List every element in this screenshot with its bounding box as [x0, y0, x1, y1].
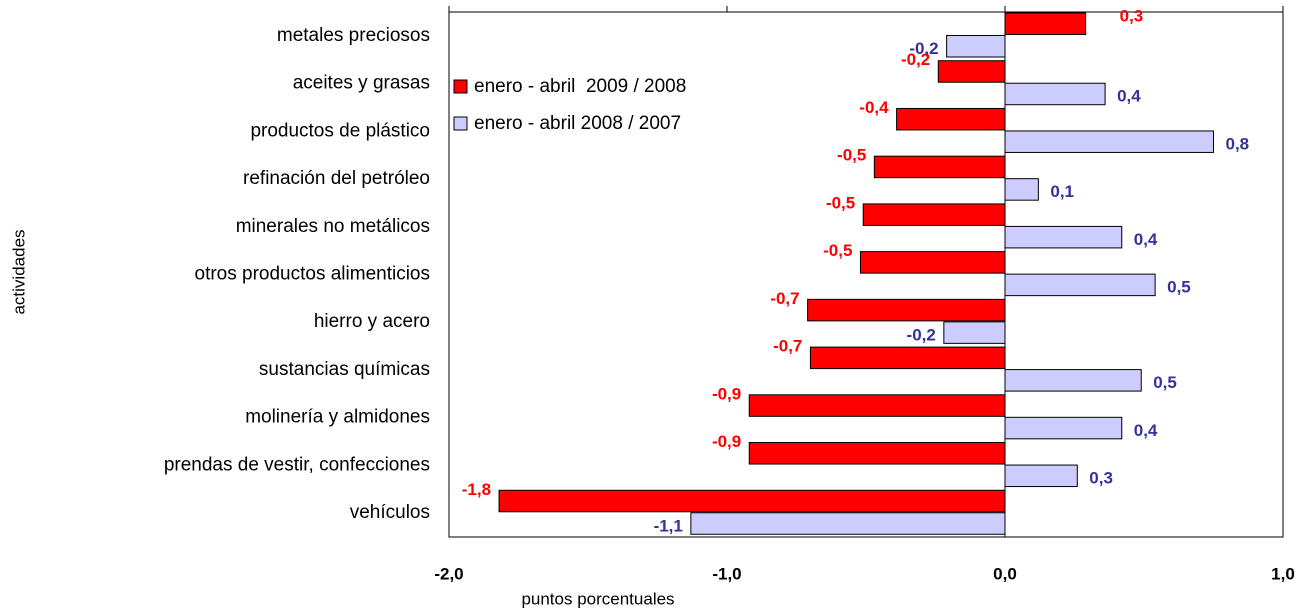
bar: [873, 155, 1006, 179]
value-label: -0,9: [712, 432, 741, 451]
value-label: -1,1: [654, 516, 683, 535]
category-label: hierro y acero: [314, 311, 430, 332]
bar: [1004, 82, 1106, 106]
bar: [748, 394, 1006, 417]
bar: [1004, 178, 1039, 201]
bar: [807, 298, 1006, 322]
value-label: -0,2: [907, 325, 936, 344]
category-label: vehículos: [350, 502, 430, 523]
x-tick-label: -2,0: [434, 564, 463, 583]
bar: [1004, 225, 1123, 249]
bar: [862, 203, 1006, 226]
bar: [1004, 464, 1078, 488]
category-label: aceites y grasas: [293, 73, 430, 94]
value-label: 0,4: [1134, 421, 1158, 440]
value-label: -0,9: [712, 384, 741, 403]
x-axis-label: puntos porcentuales: [521, 589, 674, 608]
value-label: -1,8: [462, 480, 491, 499]
category-label: sustancias químicas: [259, 359, 430, 380]
value-label: 0,3: [1120, 6, 1144, 25]
bar: [946, 35, 1006, 58]
value-label: 0,1: [1050, 182, 1074, 201]
value-label: 0,4: [1117, 87, 1141, 106]
x-tick-label: 0,0: [993, 564, 1017, 583]
value-label: -0,5: [826, 193, 855, 212]
value-label: -0,2: [901, 50, 930, 69]
value-label: 0,5: [1153, 373, 1177, 392]
legend-swatch: [453, 79, 468, 94]
value-label: 0,4: [1134, 230, 1158, 249]
bar: [859, 251, 1006, 274]
legend-swatch: [453, 116, 468, 131]
y-axis-label: actividades: [9, 229, 28, 314]
value-label: 0,5: [1167, 278, 1191, 297]
value-label: -0,5: [823, 241, 852, 260]
bar: [896, 107, 1006, 131]
category-label: prendas de vestir, confecciones: [164, 454, 430, 475]
bar: [1004, 369, 1142, 392]
bar: [943, 321, 1006, 344]
value-label: -0,4: [859, 98, 889, 117]
bar: [690, 512, 1006, 535]
category-label: molinería y almidones: [245, 407, 430, 428]
bar: [748, 442, 1006, 465]
value-label: 0,8: [1226, 134, 1250, 153]
bar: [1004, 130, 1214, 153]
category-label: minerales no metálicos: [236, 216, 430, 237]
x-tick-label: -1,0: [712, 564, 741, 583]
category-label: metales preciosos: [277, 25, 430, 46]
bar: [498, 489, 1006, 513]
value-label: -0,5: [837, 146, 866, 165]
category-label: refinación del petróleo: [243, 168, 430, 189]
bar: [809, 346, 1006, 370]
category-label: otros productos alimenticios: [195, 264, 431, 285]
plot-frame: [448, 11, 1284, 538]
value-label: -0,7: [773, 337, 802, 356]
legend-label: enero - abril 2009 / 2008: [474, 76, 686, 97]
bar: [1004, 416, 1123, 440]
value-label: 0,3: [1089, 469, 1113, 488]
bar: [937, 60, 1006, 83]
bar: [1004, 273, 1156, 297]
bar: [1004, 12, 1087, 35]
legend-label: enero - abril 2008 / 2007: [474, 113, 681, 134]
x-tick-label: 1,0: [1271, 564, 1295, 583]
value-label: -0,7: [770, 289, 799, 308]
value-label: -0,2: [909, 39, 938, 58]
category-label: productos de plástico: [250, 120, 430, 141]
